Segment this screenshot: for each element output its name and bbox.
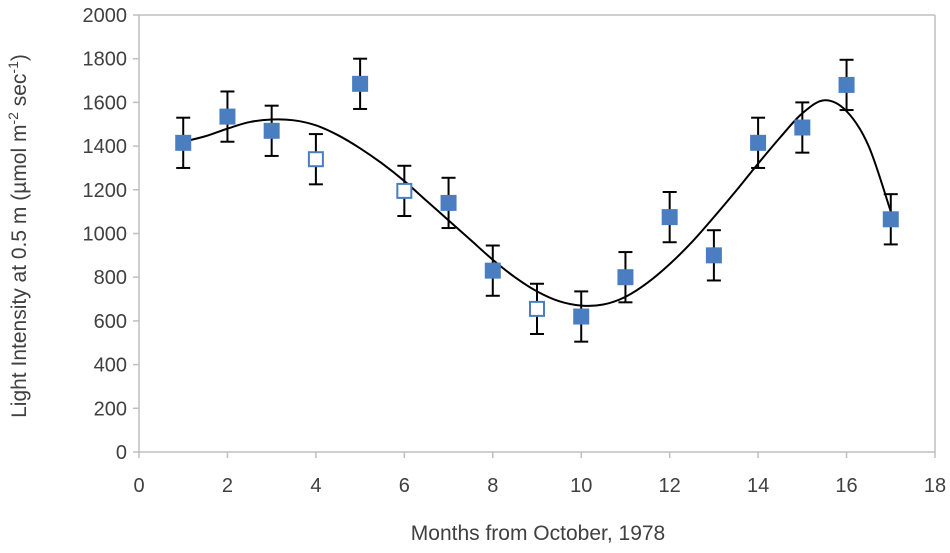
filled-square-marker	[175, 134, 192, 151]
data-point	[750, 116, 767, 169]
y-tick-label: 600	[94, 311, 127, 333]
data-point	[175, 116, 192, 169]
y-tick-label: 1200	[83, 180, 128, 202]
y-axis-title-suffix: )	[8, 54, 31, 61]
data-point	[263, 104, 280, 157]
data-point	[705, 229, 722, 282]
data-point	[484, 244, 501, 297]
axes	[133, 14, 936, 458]
y-tick-label: 200	[94, 398, 127, 420]
filled-square-marker	[661, 209, 678, 226]
data-point	[396, 164, 413, 218]
filled-square-marker	[705, 247, 722, 264]
y-tick-label: 1800	[83, 49, 128, 71]
filled-square-marker	[794, 119, 811, 136]
data-point	[307, 133, 324, 186]
y-axis-title-prefix: Light Intensity at 0.5 m (µmol m	[8, 125, 31, 418]
x-tick-label: 2	[222, 475, 233, 497]
x-tick-label: 16	[835, 475, 857, 497]
y-tick-label: 800	[94, 267, 127, 289]
filled-square-marker	[440, 194, 457, 211]
data-point	[794, 101, 811, 154]
x-tick-label: 4	[310, 475, 321, 497]
y-axis-title: Light Intensity at 0.5 m (µmol m-2 sec-1…	[5, 54, 31, 418]
filled-square-marker	[263, 122, 280, 139]
x-tick-label: 8	[487, 475, 498, 497]
trend-line	[182, 99, 892, 307]
data-point	[838, 58, 855, 112]
y-tick-label: 1400	[83, 136, 128, 158]
y-tick-label: 400	[94, 355, 127, 377]
data-point	[573, 290, 590, 343]
data-point	[352, 57, 369, 110]
filled-square-marker	[219, 108, 236, 125]
filled-square-marker	[352, 75, 369, 92]
x-tick-label: 14	[747, 475, 769, 497]
data-point	[661, 190, 678, 244]
x-tick-label: 12	[659, 475, 681, 497]
data-point	[219, 90, 236, 143]
open-square-marker	[396, 182, 413, 199]
y-tick-label: 0	[116, 442, 127, 464]
filled-square-marker	[838, 76, 855, 93]
y-axis-title-middle: sec	[8, 74, 31, 113]
x-tick-label: 18	[924, 475, 946, 497]
x-tick-label: 10	[570, 475, 592, 497]
x-tick-label: 6	[399, 475, 410, 497]
data-point	[529, 282, 545, 336]
y-axis-title-sup1: -2	[5, 112, 21, 125]
trend-line-group	[182, 99, 892, 307]
y-axis-title-sup2: -1	[5, 61, 21, 74]
y-tick-label: 1000	[83, 224, 128, 246]
y-tick-label: 1600	[83, 92, 128, 114]
data-marks	[175, 57, 899, 343]
tick-labels: 0 2 4 6 8 10 12 14 16 18 0 200 400 600 800 1000 1200 1400…	[83, 5, 947, 497]
data-point	[440, 176, 457, 230]
x-tick-label: 0	[133, 475, 144, 497]
data-point	[882, 193, 899, 246]
filled-square-marker	[882, 211, 899, 228]
filled-square-marker	[573, 308, 590, 325]
data-point	[617, 251, 634, 304]
filled-square-marker	[750, 134, 767, 151]
y-tick-label: 2000	[83, 5, 128, 27]
x-axis-title: Months from October, 1978	[411, 522, 665, 545]
filled-square-marker	[484, 262, 501, 279]
filled-square-marker	[617, 269, 634, 286]
open-square-marker	[307, 151, 324, 168]
open-square-marker	[529, 300, 545, 317]
